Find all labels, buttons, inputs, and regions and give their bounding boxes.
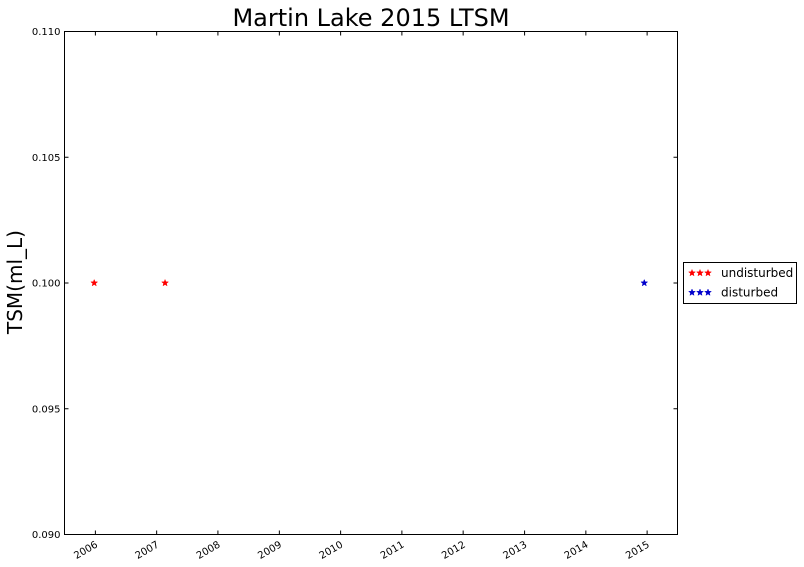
y-tick-label: 0.110 [32,27,61,38]
legend-marker-disturbed [703,288,713,296]
data-points [90,278,649,287]
y-tick-label: 0.095 [32,404,61,415]
y-tick-label: 0.090 [32,530,61,541]
x-tick-label: 2015 [624,540,652,562]
x-tick-label: 2011 [379,540,407,562]
x-tick-label: 2012 [440,540,468,562]
y-tick-label: 0.105 [32,153,61,164]
legend-label-disturbed: disturbed [721,286,778,300]
legend-marker-disturbed [695,288,705,296]
x-tick-label: 2010 [318,540,346,562]
y-axis: 0.090 0.095 0.100 0.105 0.110 [32,27,678,541]
data-point-undisturbed [161,278,170,287]
legend-box [683,262,797,304]
legend-marker-undisturbed [703,268,713,277]
legend-marker-undisturbed [687,268,697,277]
x-tick-label: 2013 [502,540,530,562]
x-tick-label: 2009 [256,540,284,562]
x-tick-label: 2007 [134,540,162,562]
chart-title: Martin Lake 2015 LTSM [232,4,509,32]
legend-label-undisturbed: undisturbed [721,266,793,280]
plot-area [64,31,678,535]
x-tick-label: 2014 [563,540,591,562]
y-tick-label: 0.100 [32,279,61,290]
x-tick-label: 2008 [195,540,223,562]
legend: undisturbed disturbed [683,262,797,304]
legend-marker-undisturbed [695,268,705,277]
legend-marker-disturbed [687,288,697,296]
y-axis-label: TSM(ml_L) [3,230,27,335]
x-tick-label: 2006 [72,540,100,562]
data-point-undisturbed [90,278,99,287]
data-point-disturbed [640,278,649,287]
